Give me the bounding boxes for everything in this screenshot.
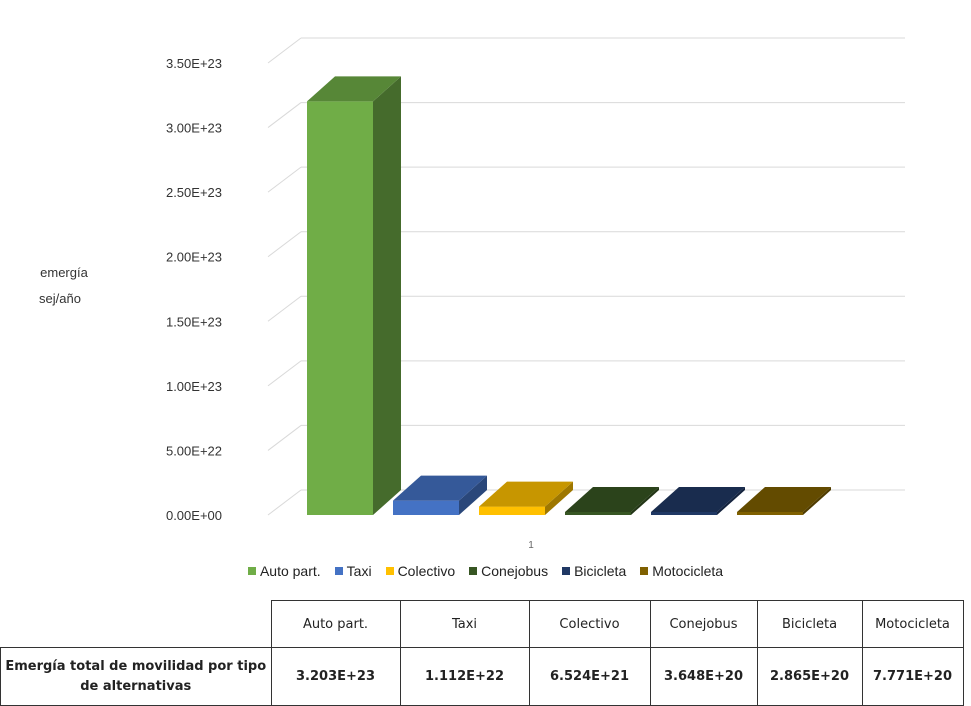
legend-swatch — [469, 567, 478, 575]
legend-item: Motocicleta — [640, 563, 723, 579]
table-header-cell: Auto part. — [270, 600, 401, 648]
chart-plot: 0.00E+00 5.00E+22 1.00E+23 1.50E+23 2.00E+23… — [39, 37, 905, 551]
gridline-depth — [267, 360, 302, 387]
x-category-tick: 1 — [528, 540, 534, 551]
y-axis-label-line1: emergía — [40, 265, 88, 280]
table-cell: 1.112E+22 — [399, 647, 530, 706]
table-cell: 3.648E+20 — [649, 647, 758, 706]
table-header-cell: Motocicleta — [861, 600, 964, 648]
y-tick-label: 2.00E+23 — [166, 250, 222, 265]
legend-label: Bicicleta — [574, 563, 627, 579]
table-row: Emergía total de movilidad por tipo de a… — [0, 647, 964, 706]
bar — [737, 487, 831, 515]
legend-swatch — [640, 567, 649, 575]
legend-swatch — [562, 567, 571, 575]
y-axis-label-line2: sej/año — [39, 291, 81, 306]
table-cell: 6.524E+21 — [528, 647, 651, 706]
y-tick-label: 2.50E+23 — [166, 185, 222, 200]
legend-swatch — [334, 567, 343, 575]
y-tick-label: 1.00E+23 — [166, 379, 222, 394]
table-cell: 7.771E+20 — [861, 647, 964, 706]
bar — [565, 487, 659, 515]
legend-item: Bicicleta — [562, 563, 626, 579]
bar — [651, 487, 745, 515]
y-axis-ticks: 0.00E+00 5.00E+22 1.00E+23 1.50E+23 2.00E+23… — [166, 56, 222, 523]
gridline-depth — [267, 37, 302, 64]
y-tick-label: 3.00E+23 — [166, 121, 222, 136]
legend-label: Conejobus — [481, 563, 549, 579]
table-header-cell: Colectivo — [528, 600, 651, 648]
table-header-cell: Taxi — [399, 600, 530, 648]
data-table: Auto part. Taxi Colectivo Conejobus Bici… — [0, 600, 964, 706]
gridline-depth — [267, 295, 302, 322]
table-cell: 3.203E+23 — [270, 647, 401, 706]
legend-label: Colectivo — [397, 563, 456, 579]
y-tick-label: 5.00E+22 — [166, 443, 222, 458]
bars — [307, 76, 831, 515]
legend-label: Auto part. — [259, 563, 321, 579]
gridline-depth — [267, 102, 302, 128]
table-corner — [1, 601, 272, 648]
gridline-depth — [267, 231, 302, 258]
legend-swatch — [385, 567, 394, 575]
legend-swatch — [247, 567, 256, 575]
table-header-row: Auto part. Taxi Colectivo Conejobus Bici… — [1, 600, 964, 648]
legend-item: Conejobus — [469, 563, 548, 579]
legend-label: Taxi — [346, 563, 372, 579]
bar — [307, 76, 401, 515]
legend: Auto part. Taxi Colectivo Conejobus Bici… — [0, 563, 971, 579]
y-tick-label: 1.50E+23 — [166, 314, 222, 329]
bar — [393, 475, 487, 515]
y-tick-label: 3.50E+23 — [166, 56, 222, 71]
bar — [479, 481, 573, 515]
y-tick-label: 0.00E+00 — [166, 508, 222, 523]
gridlines — [267, 37, 905, 516]
legend-item: Auto part. — [247, 563, 321, 579]
table-row-header: Emergía total de movilidad por tipo de a… — [0, 647, 272, 706]
legend-item: Colectivo — [385, 563, 456, 579]
legend-item: Taxi — [334, 563, 372, 579]
gridline-depth — [267, 489, 302, 516]
gridline-depth — [267, 425, 302, 451]
table-header-cell: Bicicleta — [756, 600, 863, 648]
table-cell: 2.865E+20 — [756, 647, 863, 706]
legend-label: Motocicleta — [652, 563, 724, 579]
table-header-cell: Conejobus — [649, 600, 758, 648]
gridline-depth — [267, 166, 302, 193]
